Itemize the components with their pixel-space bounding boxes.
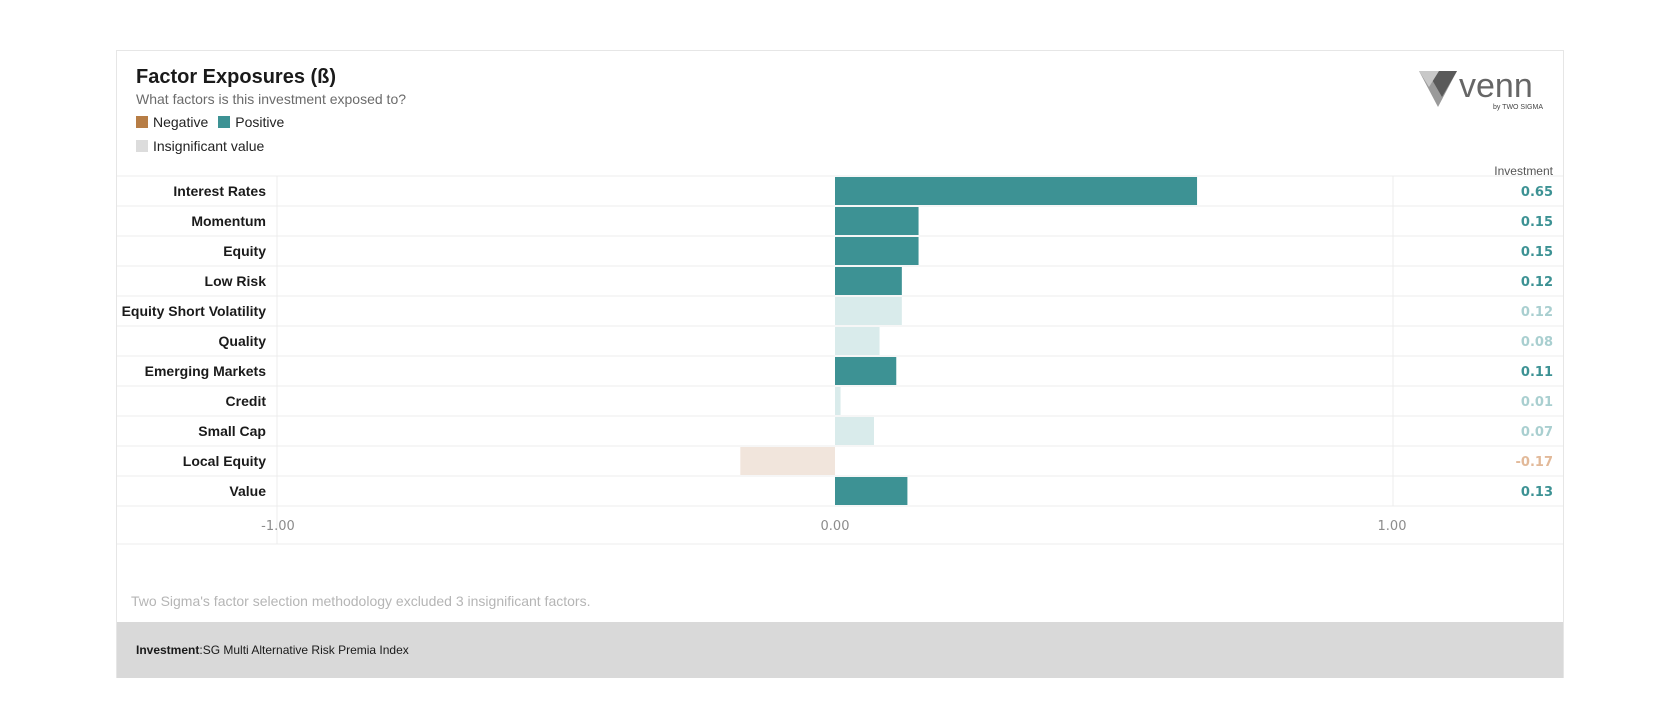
venn-logo-wordmark: venn <box>1459 69 1533 105</box>
factor-label: Low Risk <box>205 273 267 289</box>
legend-positive: Positive <box>218 114 284 130</box>
factor-value: 0.65 <box>1521 185 1553 200</box>
footnote: Two Sigma's factor selection methodology… <box>131 593 591 609</box>
legend: Negative Positive <box>136 114 294 130</box>
factor-label: Momentum <box>191 213 266 229</box>
factor-label: Equity <box>223 243 266 259</box>
venn-logo-byline: by TWO SIGMA <box>1493 104 1543 111</box>
factor-value: 0.12 <box>1521 275 1553 290</box>
factor-value: 0.13 <box>1521 485 1553 500</box>
page-title: Factor Exposures (ß) <box>136 66 337 88</box>
factor-value: 0.15 <box>1521 215 1553 230</box>
legend-insignificant: Insignificant value <box>136 138 264 154</box>
factor-label: Small Cap <box>198 423 266 439</box>
factor-bar <box>835 267 902 295</box>
factor-label: Quality <box>219 333 267 349</box>
factor-label: Value <box>229 483 266 499</box>
legend-insignificant-label: Insignificant value <box>153 138 265 154</box>
factor-bar <box>835 357 897 385</box>
factor-value: 0.15 <box>1521 245 1553 260</box>
factor-value: 0.07 <box>1521 425 1553 440</box>
legend-negative: Negative <box>136 114 208 130</box>
column-header-investment: Investment <box>1494 164 1553 178</box>
factor-value: 0.12 <box>1521 305 1553 320</box>
legend-insignificant-swatch <box>136 140 148 152</box>
factor-bar <box>835 387 841 415</box>
footer-label: Investment <box>136 643 200 657</box>
factor-bar <box>740 447 835 475</box>
legend-positive-label: Positive <box>235 114 285 130</box>
x-tick-label: -1.00 <box>261 519 295 534</box>
factor-value: 0.11 <box>1521 365 1553 380</box>
factor-label: Credit <box>226 393 267 409</box>
x-tick-label: 0.00 <box>821 519 850 534</box>
factor-value: 0.08 <box>1521 335 1553 350</box>
footer-investment-name: SG Multi Alternative Risk Premia Index <box>202 643 409 657</box>
factor-bar <box>835 177 1198 205</box>
factor-label: Equity Short Volatility <box>122 303 267 319</box>
page-subtitle: What factors is this investment exposed … <box>136 91 407 107</box>
investment-footer: Investment : SG Multi Alternative Risk P… <box>117 622 1563 678</box>
factor-value: 0.01 <box>1521 395 1553 410</box>
factor-label: Emerging Markets <box>145 363 267 379</box>
factor-label: Interest Rates <box>173 183 266 199</box>
footer-separator: : <box>199 643 203 657</box>
factor-bar <box>835 477 908 505</box>
factor-exposure-chart: Interest Rates 0.65 Momentum 0.15 Equity 0.15… <box>117 175 1563 545</box>
factor-bar <box>835 417 874 445</box>
factor-bar <box>835 327 880 355</box>
legend-negative-swatch <box>136 116 148 128</box>
legend-insignificant-row: Insignificant value <box>136 138 274 154</box>
factor-bar <box>835 297 902 325</box>
factor-label: Local Equity <box>183 453 266 469</box>
legend-negative-label: Negative <box>153 114 209 130</box>
x-tick-label: 1.00 <box>1378 519 1407 534</box>
factor-exposures-card: Factor Exposures (ß) What factors is thi… <box>116 50 1564 678</box>
venn-logo-shape-light <box>1419 71 1439 87</box>
factor-bar <box>835 207 919 235</box>
venn-logo: venn by TWO SIGMA <box>1419 69 1543 111</box>
factor-value: -0.17 <box>1516 455 1553 470</box>
legend-positive-swatch <box>218 116 231 128</box>
factor-bar <box>835 237 919 265</box>
